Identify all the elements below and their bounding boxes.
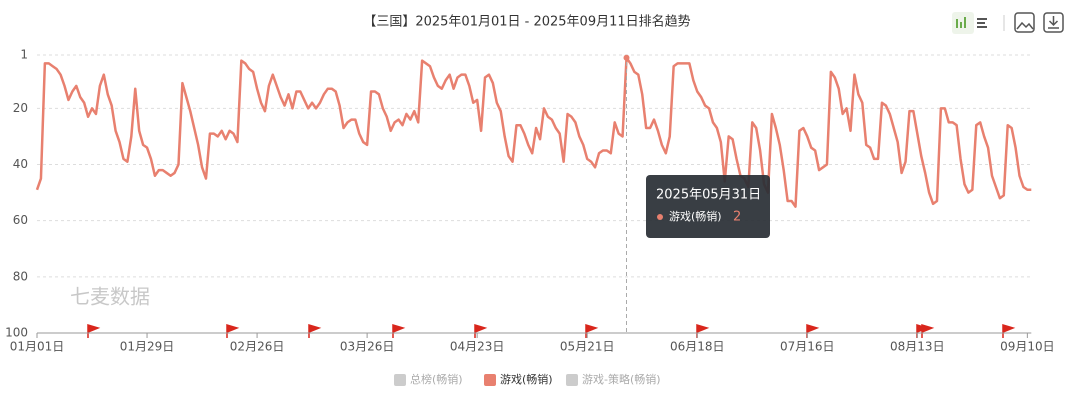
tooltip-series: 游戏(畅销) (669, 209, 722, 223)
icon (956, 17, 966, 28)
tooltip-point (623, 54, 630, 61)
chart-title: 【三国】2025年01月01日 - 2025年09月11日排名趋势 (363, 14, 690, 30)
icon (1016, 21, 1034, 30)
x-tick-label: 07月16日 (780, 340, 835, 354)
flag (392, 323, 406, 338)
y-tick-label: 20 (13, 101, 28, 115)
flag (585, 323, 599, 338)
x-tick-label: 01月01日 (10, 340, 65, 354)
flag (474, 323, 488, 338)
tooltip (646, 175, 770, 238)
chart-type-button[interactable] (952, 12, 974, 34)
x-tick-label: 09月10日 (1000, 340, 1055, 354)
flag (226, 323, 240, 338)
x-tick-label: 02月26日 (230, 340, 285, 354)
x-tick-label: 08月13日 (890, 340, 945, 354)
tooltip-title: 2025年05月31日 (656, 188, 761, 203)
y-tick-label: 80 (13, 269, 28, 283)
flag (1002, 323, 1016, 338)
flag (308, 323, 322, 338)
legend-label[interactable]: 游戏-策略(畅销) (582, 372, 661, 386)
x-tick-label: 01月29日 (120, 340, 175, 354)
x-tick-label: 06月18日 (670, 340, 725, 354)
legend-label[interactable]: 游戏(畅销) (500, 372, 553, 386)
legend-swatch[interactable] (484, 374, 496, 386)
legend-swatch[interactable] (566, 374, 578, 386)
y-tick-label: 60 (13, 213, 28, 227)
flag (87, 323, 101, 338)
list-button[interactable] (977, 18, 987, 28)
x-tick-label: 04月23日 (450, 340, 505, 354)
tooltip-value: 2 (733, 210, 741, 225)
x-tick-label: 05月21日 (560, 340, 615, 354)
legend-swatch[interactable] (394, 374, 406, 386)
y-tick-label: 100 (5, 326, 28, 340)
flag (806, 323, 820, 338)
x-tick-label: 03月26日 (340, 340, 395, 354)
toolbar[interactable] (952, 12, 1064, 34)
image-button[interactable] (1014, 12, 1035, 33)
y-tick-label: 1 (20, 48, 28, 62)
legend-label[interactable]: 总榜(畅销) (410, 372, 463, 386)
line (35, 56, 1032, 208)
icon (1048, 16, 1059, 29)
watermark: 七麦数据 (70, 285, 150, 309)
event-flags[interactable] (87, 323, 1016, 338)
flag (921, 323, 935, 338)
flag (696, 323, 710, 338)
download-button[interactable] (1043, 12, 1064, 33)
y-tick-label: 40 (13, 157, 28, 171)
tooltip-dot (657, 214, 663, 220)
